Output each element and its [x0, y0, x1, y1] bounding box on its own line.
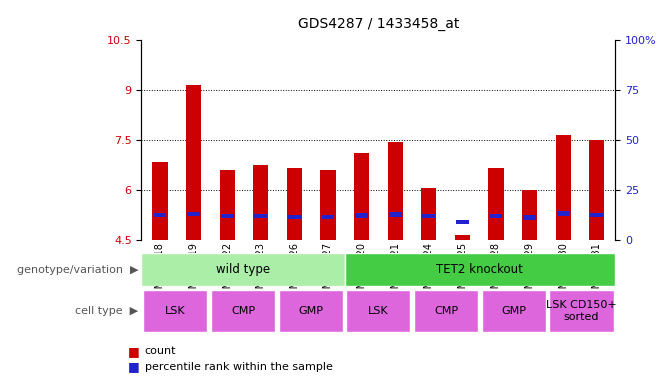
- Text: GSM686820: GSM686820: [357, 242, 367, 301]
- Bar: [522, 190, 537, 240]
- Text: GSM686830: GSM686830: [558, 242, 568, 301]
- Text: LSK CD150+
sorted: LSK CD150+ sorted: [546, 300, 617, 322]
- Text: GMP: GMP: [298, 306, 323, 316]
- Text: CMP: CMP: [231, 306, 255, 316]
- Text: GSM686829: GSM686829: [524, 242, 534, 301]
- Bar: [589, 140, 604, 240]
- Bar: [346, 290, 411, 332]
- Text: cell type  ▶: cell type ▶: [75, 306, 138, 316]
- Text: LSK: LSK: [368, 306, 389, 316]
- Text: percentile rank within the sample: percentile rank within the sample: [145, 362, 333, 372]
- Bar: [482, 290, 546, 332]
- Text: GSM686819: GSM686819: [189, 242, 199, 301]
- Bar: [523, 215, 536, 220]
- Text: GSM686822: GSM686822: [222, 242, 232, 301]
- Text: GSM686828: GSM686828: [491, 242, 501, 301]
- Bar: [220, 170, 235, 240]
- Text: wild type: wild type: [216, 263, 270, 276]
- Bar: [422, 214, 435, 218]
- Bar: [143, 290, 207, 332]
- Text: genotype/variation  ▶: genotype/variation ▶: [16, 265, 138, 275]
- Bar: [345, 253, 615, 286]
- Text: CMP: CMP: [434, 306, 458, 316]
- Text: GSM686824: GSM686824: [424, 242, 434, 301]
- Bar: [456, 220, 468, 224]
- Bar: [153, 213, 166, 217]
- Text: GSM686821: GSM686821: [390, 242, 400, 301]
- Bar: [488, 169, 503, 240]
- Bar: [187, 212, 200, 216]
- Text: GSM686831: GSM686831: [592, 242, 602, 301]
- Bar: [287, 169, 302, 240]
- Bar: [320, 170, 336, 240]
- Bar: [153, 162, 168, 240]
- Text: ■: ■: [128, 360, 140, 373]
- Bar: [490, 214, 502, 218]
- Bar: [455, 235, 470, 240]
- Bar: [253, 165, 268, 240]
- Text: GSM686826: GSM686826: [290, 242, 299, 301]
- Bar: [322, 215, 334, 219]
- Bar: [414, 290, 478, 332]
- Text: LSK: LSK: [165, 306, 186, 316]
- Bar: [186, 85, 201, 240]
- Bar: [389, 212, 401, 217]
- Text: GSM686818: GSM686818: [155, 242, 165, 301]
- Bar: [211, 290, 275, 332]
- Text: GDS4287 / 1433458_at: GDS4287 / 1433458_at: [297, 17, 459, 31]
- Bar: [288, 215, 301, 219]
- Bar: [557, 211, 570, 215]
- Text: ■: ■: [128, 345, 140, 358]
- Bar: [549, 290, 613, 332]
- Text: count: count: [145, 346, 176, 356]
- Text: TET2 knockout: TET2 knockout: [436, 263, 523, 276]
- Bar: [388, 142, 403, 240]
- Bar: [355, 213, 368, 217]
- Bar: [421, 189, 436, 240]
- Bar: [141, 253, 345, 286]
- Bar: [220, 214, 234, 218]
- Bar: [354, 154, 369, 240]
- Bar: [555, 135, 570, 240]
- Bar: [278, 290, 343, 332]
- Text: GSM686823: GSM686823: [256, 242, 266, 301]
- Text: GSM686827: GSM686827: [323, 242, 333, 301]
- Bar: [590, 213, 603, 217]
- Text: GMP: GMP: [501, 306, 526, 316]
- Bar: [255, 214, 267, 218]
- Text: GSM686825: GSM686825: [457, 242, 467, 301]
